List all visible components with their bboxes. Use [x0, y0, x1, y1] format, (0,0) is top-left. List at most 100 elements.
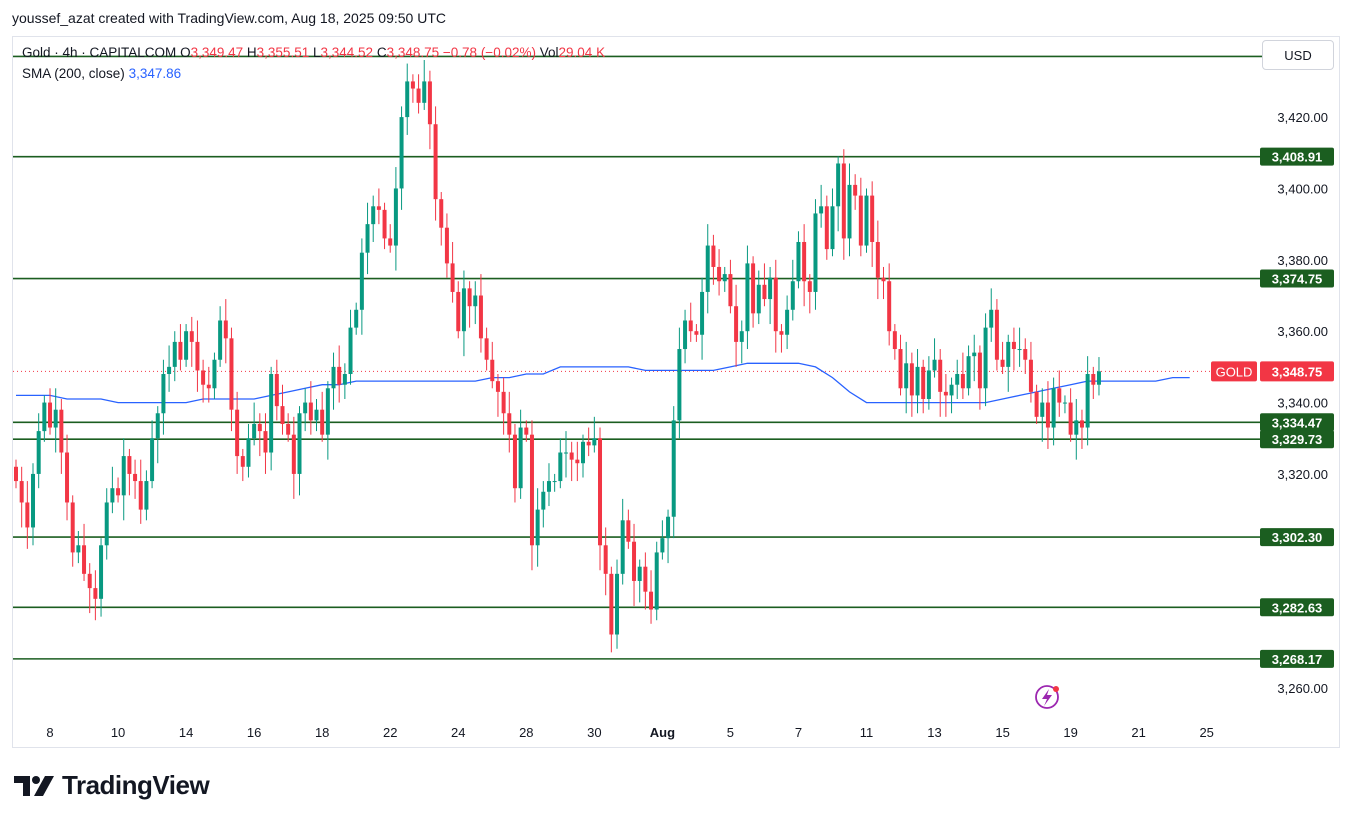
candle-body [342, 374, 347, 385]
level-label: 3,268.17 [1272, 652, 1323, 667]
candle-body [518, 427, 523, 489]
candle-body [1034, 391, 1039, 417]
x-tick-label: Aug [650, 725, 675, 740]
x-tick-label: 19 [1063, 725, 1077, 740]
candle-body [711, 245, 716, 267]
candle-body [1028, 359, 1033, 392]
candle-body [739, 331, 744, 342]
x-tick-label: 11 [860, 725, 874, 740]
tradingview-logo[interactable]: TradingView [14, 770, 210, 801]
candle-body [824, 206, 829, 250]
candle-body [484, 338, 489, 360]
candle-body [167, 366, 172, 375]
candle-body [456, 291, 461, 332]
close-value: 3,348.75 [386, 45, 440, 60]
candle-body [1051, 388, 1056, 428]
y-tick-label: 3,400.00 [1277, 181, 1328, 196]
low-label: L [312, 45, 321, 60]
candle-body [70, 502, 75, 553]
candle-body [450, 263, 455, 292]
level-label-box [1260, 649, 1334, 668]
open-value: 3,349.47 [190, 45, 244, 60]
candle-body [949, 384, 954, 396]
candle-body [297, 413, 302, 474]
candle-body [325, 388, 330, 435]
candle-body [195, 341, 200, 371]
candle-body [1000, 359, 1005, 367]
candle-body [847, 184, 852, 239]
level-label-box [1260, 430, 1334, 449]
candle-body [552, 481, 557, 483]
candle-body [1091, 374, 1096, 385]
candle-body [830, 206, 835, 250]
x-tick-label: 24 [451, 725, 465, 740]
candle-body [773, 277, 778, 332]
candle-body [308, 402, 313, 421]
candle-body [904, 363, 909, 389]
x-tick-label: 5 [727, 725, 734, 740]
candle-body [314, 409, 319, 421]
candle-body [337, 366, 342, 385]
level-label: 3,374.75 [1272, 272, 1323, 287]
candle-body [410, 81, 415, 89]
symbol-label[interactable]: Gold · 4h · CAPITALCOM [22, 45, 177, 60]
candle-body [881, 277, 886, 282]
candle-body [246, 438, 251, 467]
candle-body [320, 409, 325, 435]
candle-body [189, 331, 194, 342]
y-tick-label: 3,260.00 [1277, 681, 1328, 696]
candle-body [393, 188, 398, 246]
candle-body [252, 423, 257, 439]
candle-body [439, 199, 444, 228]
x-tick-label: 25 [1199, 725, 1213, 740]
candle-body [609, 573, 614, 635]
candle-body [354, 309, 359, 328]
candle-body [688, 320, 693, 332]
candle-body [422, 81, 427, 103]
candle-body [206, 384, 211, 389]
candle-body [615, 573, 620, 635]
candle-body [490, 359, 495, 382]
candle-body [235, 409, 240, 457]
candle-body [178, 341, 183, 360]
candle-body [427, 81, 432, 125]
candle-body [478, 295, 483, 339]
symbol-tag: GOLD [1216, 364, 1253, 379]
x-tick-label: 14 [179, 725, 193, 740]
open-label: O [180, 45, 191, 60]
currency-button[interactable]: USD [1262, 40, 1334, 70]
candle-body [212, 359, 217, 389]
candle-body [405, 81, 410, 118]
candle-body [592, 438, 597, 446]
candle-body [671, 420, 676, 517]
sma-legend[interactable]: SMA (200, close) 3,347.86 [22, 66, 181, 81]
x-tick-label: 10 [111, 725, 125, 740]
candle-body [620, 520, 625, 574]
x-tick-label: 30 [587, 725, 601, 740]
candle-body [541, 491, 546, 510]
horizontal-levels [13, 55, 1334, 660]
candle-body [892, 331, 897, 350]
candle-body [48, 402, 53, 428]
candle-body [921, 366, 926, 399]
candle-body [977, 352, 982, 389]
candle-body [626, 520, 631, 542]
symbol-tag-box [1211, 361, 1257, 382]
y-tick-label: 3,320.00 [1277, 467, 1328, 482]
alert-dot [1053, 686, 1059, 692]
candle-body [683, 320, 688, 350]
candle-body [399, 117, 404, 189]
vol-label: Vol [539, 45, 559, 60]
level-label-box [1260, 269, 1334, 288]
candle-body [473, 295, 478, 307]
candle-body [603, 545, 608, 574]
candle-body [960, 374, 965, 389]
candle-body [495, 381, 500, 392]
x-tick-label: 16 [247, 725, 261, 740]
candle-body [121, 456, 126, 496]
alert-lightning-icon[interactable] [1035, 685, 1059, 709]
candle-body [546, 481, 551, 492]
ohlc-legend: Gold · 4h · CAPITALCOM O3,349.47 H3,355.… [22, 45, 605, 60]
candle-body [461, 288, 466, 332]
